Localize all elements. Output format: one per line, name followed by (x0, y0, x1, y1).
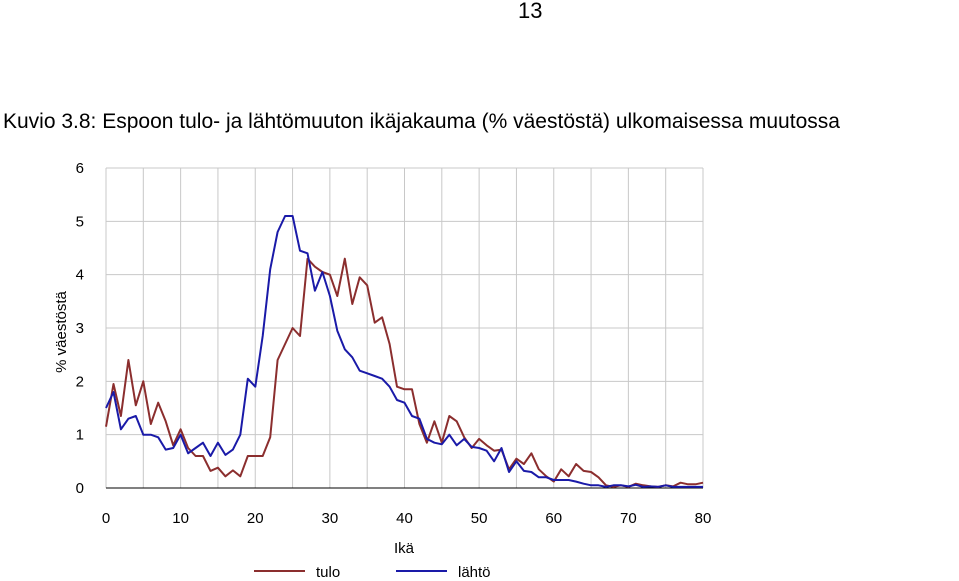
x-tick-label: 70 (620, 510, 637, 527)
legend-label: lähtö (458, 564, 491, 581)
legend-label: tulo (316, 564, 340, 581)
page-number: 13 (518, 0, 543, 23)
x-tick-label: 20 (247, 510, 264, 527)
y-tick-label: 6 (76, 160, 84, 177)
y-tick-label: 2 (76, 373, 84, 390)
tick-labels: 0 10 20 30 40 50 60 70 80 0 1 2 3 4 5 6 (76, 160, 712, 527)
y-tick-label: 3 (76, 320, 84, 337)
y-tick-label: 5 (76, 213, 84, 230)
x-axis-title: Ikä (394, 540, 415, 557)
y-tick-label: 1 (76, 427, 84, 444)
legend: tulo lähtö (254, 564, 491, 581)
series-line-tulo (105, 257, 704, 488)
y-axis-title: % väestöstä (53, 290, 70, 372)
x-tick-label: 60 (545, 510, 562, 527)
figure-caption: Kuvio 3.8: Espoon tulo- ja lähtömuuton i… (3, 110, 840, 133)
y-tick-label: 4 (76, 267, 84, 284)
y-tick-label: 0 (76, 480, 84, 497)
x-tick-label: 80 (695, 510, 712, 527)
x-tick-label: 10 (172, 510, 189, 527)
series-line-lahto (105, 215, 703, 488)
x-tick-label: 30 (322, 510, 339, 527)
x-tick-label: 0 (102, 510, 110, 527)
x-tick-label: 50 (471, 510, 488, 527)
series-lines (105, 215, 704, 488)
x-tick-label: 40 (396, 510, 413, 527)
grid-lines (105, 167, 704, 489)
